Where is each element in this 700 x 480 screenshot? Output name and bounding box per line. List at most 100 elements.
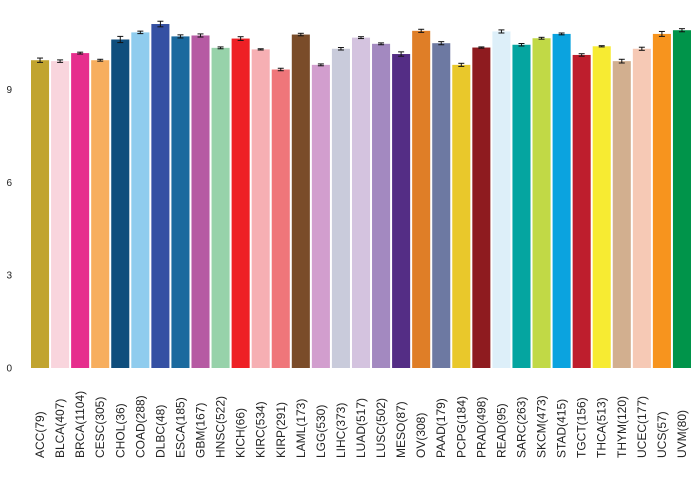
error-bar-pcpg [458, 62, 465, 67]
error-bar-hnsc [217, 46, 224, 50]
x-tick-label-tgct: TGCT(156) [575, 397, 589, 458]
x-tick-label-skcm: SKCM(473) [535, 395, 549, 458]
bar-coad [131, 32, 150, 369]
error-bar-meso [398, 51, 405, 57]
x-tick-label-pcpg: PCPG(184) [454, 396, 468, 458]
bar-tgct [572, 54, 591, 368]
error-bar-acc [37, 57, 44, 63]
x-tick-label-esca: ESCA(185) [173, 397, 187, 458]
bar-meso [392, 54, 411, 368]
x-tick-label-prad: PRAD(498) [474, 397, 488, 458]
error-bar-brca [77, 51, 84, 55]
bar-hnsc [211, 47, 230, 369]
bar-blca [51, 61, 70, 368]
bar-acc [31, 60, 50, 369]
x-axis: ACC(79) BLCA(407) BRCA(1104) CESC(305) CHOL(… [33, 391, 689, 458]
error-bar-stad [558, 32, 565, 36]
error-bar-coad [137, 30, 144, 35]
error-bar-gbm [197, 33, 204, 38]
error-bar-cesc [97, 58, 104, 62]
x-tick-label-read: READ(95) [494, 403, 508, 458]
x-tick-label-coad: COAD(288) [133, 395, 147, 458]
error-bar-thym [618, 58, 625, 64]
bar-lusc [372, 43, 391, 368]
x-tick-label-luad: LUAD(517) [354, 398, 368, 458]
error-bar-skcm [538, 36, 545, 40]
bar-lgg [311, 64, 330, 368]
x-tick-label-ucs: UCS(57) [655, 411, 669, 458]
x-tick-label-kich: KICH(66) [234, 408, 248, 458]
bar-esca [171, 36, 190, 368]
x-tick-label-ucec: UCEC(177) [635, 396, 649, 458]
y-tick-label-9: 9 [6, 85, 12, 96]
bar-pcpg [452, 64, 471, 368]
bar-ucec [632, 48, 651, 369]
bar-ov [412, 30, 431, 369]
error-bar-kirp [277, 67, 284, 72]
x-tick-label-uvm: UVM(80) [675, 410, 689, 458]
error-bar-ucec [638, 46, 645, 51]
bar-lihc [331, 48, 350, 369]
error-bar-tgct [578, 53, 585, 57]
bar-cesc [91, 60, 110, 369]
bar-kich [231, 38, 250, 369]
error-bar-esca [177, 34, 184, 39]
x-tick-label-thym: THYM(120) [615, 396, 629, 458]
bar-ucs [652, 33, 671, 369]
x-tick-label-hnsc: HNSC(522) [214, 396, 228, 458]
x-tick-label-acc: ACC(79) [33, 411, 47, 458]
y-tick-label-6: 6 [6, 178, 12, 189]
error-bar-uvm [678, 28, 685, 33]
x-tick-label-cesc: CESC(305) [93, 397, 107, 458]
error-bar-lgg [317, 63, 324, 67]
bar-paad [432, 43, 451, 368]
bar-luad [351, 37, 371, 368]
bar-sarc [512, 44, 531, 368]
bar-kirp [271, 69, 290, 369]
bar-uvm [672, 30, 691, 369]
bar-laml [291, 34, 310, 368]
error-bar-laml [297, 32, 304, 37]
x-tick-label-brca: BRCA(1104) [73, 391, 87, 458]
x-tick-label-laml: LAML(173) [294, 399, 308, 458]
x-tick-label-gbm: GBM(167) [194, 403, 208, 458]
bar-kirc [251, 49, 270, 368]
bar-skcm [532, 38, 551, 368]
bar-gbm [191, 35, 210, 368]
error-bar-kirc [257, 48, 264, 51]
x-tick-label-stad: STAD(415) [555, 399, 569, 458]
error-bar-prad [478, 46, 485, 49]
error-bar-sarc [518, 43, 525, 47]
x-tick-label-chol: CHOL(36) [113, 403, 127, 458]
error-bar-ov [418, 28, 425, 33]
x-tick-label-dlbc: DLBC(48) [153, 405, 167, 458]
error-bar-blca [57, 59, 64, 63]
x-tick-label-lihc: LIHC(373) [334, 403, 348, 458]
x-tick-label-kirp: KIRP(291) [274, 402, 288, 458]
error-bar-lihc [337, 47, 344, 51]
bar-dlbc [151, 24, 170, 369]
error-bar-dlbc [157, 20, 164, 28]
bar-thym [612, 61, 631, 368]
x-tick-label-lusc: LUSC(502) [374, 398, 388, 458]
bar-prad [472, 47, 491, 368]
bar-chol [111, 39, 130, 369]
x-tick-label-kirc: KIRC(534) [254, 401, 268, 458]
y-tick-label-3: 3 [6, 271, 12, 282]
error-bar-thca [598, 45, 605, 48]
x-tick-label-meso: MESO(87) [394, 401, 408, 458]
bar-stad [552, 33, 571, 369]
error-bar-paad [438, 41, 445, 46]
x-tick-label-lgg: LGG(530) [314, 405, 328, 458]
error-bar-luad [358, 36, 364, 40]
x-tick-label-thca: THCA(513) [595, 397, 609, 458]
bar-thca [592, 46, 611, 368]
x-tick-label-sarc: SARC(263) [514, 397, 528, 458]
x-tick-label-paad: PAAD(179) [434, 398, 448, 458]
error-bar-chol [117, 35, 124, 44]
x-tick-label-ov: OV(308) [414, 413, 428, 458]
bars [31, 24, 691, 369]
bar-brca [71, 53, 90, 368]
y-tick-label-0: 0 [6, 364, 12, 375]
